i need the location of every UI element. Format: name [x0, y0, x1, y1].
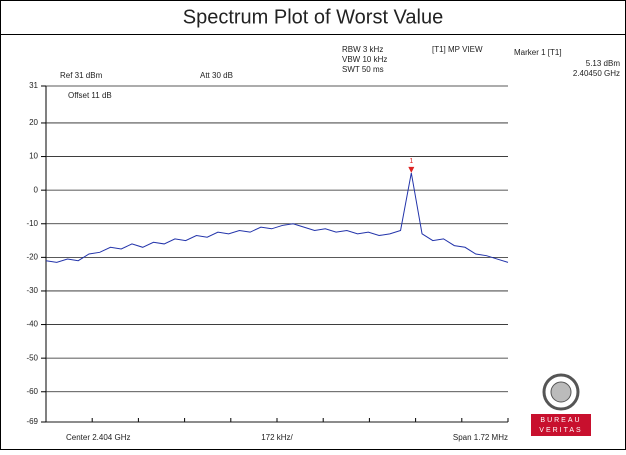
annotation: Ref 31 dBm [60, 71, 103, 80]
y-tick-label: -60 [26, 387, 38, 396]
y-tick-label: -40 [26, 320, 38, 329]
annotation: Att 30 dB [200, 71, 233, 80]
logo-seal [542, 373, 580, 411]
y-tick-label: -69 [26, 417, 38, 426]
x-axis-label: Center 2.404 GHz [66, 433, 130, 442]
y-tick-label: 20 [29, 118, 38, 127]
annotation: Marker 1 [T1] [514, 48, 562, 57]
logo-text: BUREAU [540, 417, 581, 424]
y-tick-label: -50 [26, 353, 38, 362]
annotation: 2.40450 GHz [573, 69, 620, 78]
y-tick-label: -10 [26, 219, 38, 228]
y-tick-label: -30 [26, 286, 38, 295]
chart-title: Spectrum Plot of Worst Value [183, 6, 443, 28]
x-axis-label: 172 kHz/ [261, 433, 293, 442]
y-tick-label: 31 [29, 81, 38, 90]
annotation: RBW 3 kHz [342, 45, 383, 54]
marker-label: 1 [409, 158, 413, 165]
annotation: VBW 10 kHz [342, 55, 387, 64]
marker [408, 166, 415, 173]
annotation: [T1] MP VIEW [432, 45, 483, 54]
y-tick-label: 0 [34, 185, 39, 194]
logo-seal-inner [550, 381, 572, 403]
y-tick-label: 10 [29, 152, 38, 161]
annotation: SWT 50 ms [342, 65, 384, 74]
trace [45, 172, 509, 263]
annotation: Offset 11 dB [68, 91, 112, 100]
y-tick-label: -20 [26, 252, 38, 261]
logo-band [531, 414, 591, 436]
annotation: 5.13 dBm [586, 59, 621, 68]
logo-text: VERITAS [539, 427, 582, 434]
x-axis-label: Span 1.72 MHz [453, 433, 508, 442]
